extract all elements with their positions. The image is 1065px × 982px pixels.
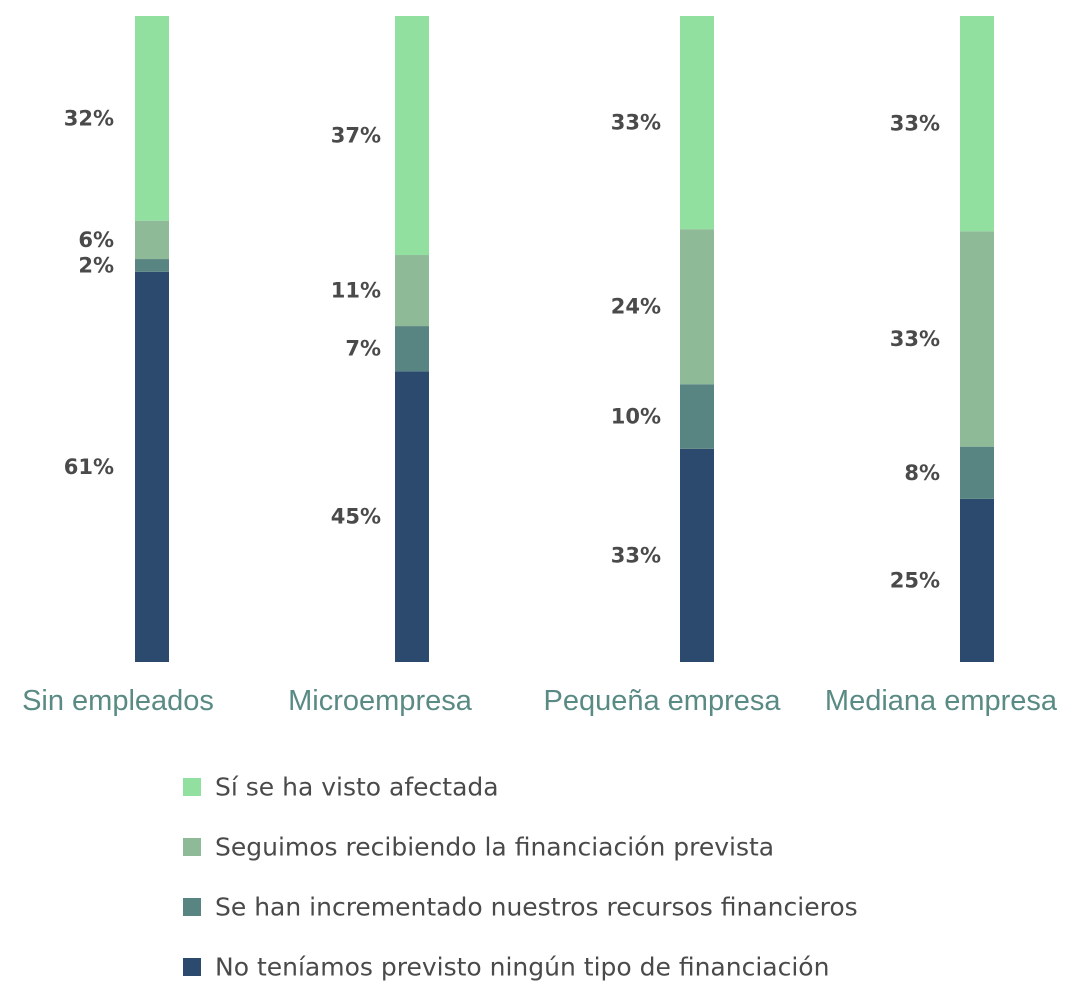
data-labels-layer: 61% 2%6% 32% 45% 7% 11% 37% 33% 10% 24% 33% 25% 8% 33…	[64, 106, 940, 592]
data-label-sin-empleados-sin-financiacion: 61%	[64, 455, 114, 479]
data-label-microempresa-afectada: 37%	[331, 124, 381, 148]
bar-segment-microempresa-financiacion-prevista	[395, 255, 429, 327]
legend-label-financiacion-prevista: Seguimos recibiendo la financiación prev…	[215, 833, 774, 862]
category-label-sin-empleados: Sin empleados	[22, 685, 214, 717]
bar-segment-mediana-empresa-sin-financiacion	[960, 498, 994, 662]
legend: Sí se ha visto afectada Seguimos recibien…	[183, 773, 858, 982]
bar-segment-mediana-empresa-afectada	[960, 16, 994, 232]
data-label-microempresa-financiacion-prevista: 11%	[331, 279, 381, 303]
bars-layer	[135, 16, 994, 662]
bar-segment-pequena-empresa-afectada	[680, 16, 714, 230]
data-label-microempresa-sin-financiacion: 45%	[331, 505, 381, 529]
bar-segment-sin-empleados-financiacion-prevista	[135, 220, 169, 260]
bar-segment-microempresa-afectada	[395, 16, 429, 256]
data-label-mediana-empresa-afectada: 33%	[890, 112, 940, 136]
legend-swatch-afectada	[183, 778, 201, 796]
legend-swatch-incrementado	[183, 898, 201, 916]
data-label-mediana-empresa-financiacion-prevista: 33%	[890, 327, 940, 351]
bar-segment-sin-empleados-incrementado	[135, 259, 169, 272]
bar-segment-pequena-empresa-sin-financiacion	[680, 448, 714, 662]
legend-swatch-sin-financiacion	[183, 958, 201, 976]
data-label-pequena-empresa-sin-financiacion: 33%	[611, 543, 661, 567]
bar-segment-sin-empleados-afectada	[135, 16, 169, 221]
data-label-mediana-empresa-sin-financiacion: 25%	[890, 568, 940, 592]
bar-segment-mediana-empresa-financiacion-prevista	[960, 231, 994, 447]
category-label-microempresa: Microempresa	[288, 685, 473, 717]
data-label-pequena-empresa-financiacion-prevista: 24%	[611, 295, 661, 319]
category-axis-labels: Sin empleados Microempresa Pequeña empresa…	[22, 685, 1058, 717]
legend-swatch-financiacion-prevista	[183, 838, 201, 856]
legend-label-incrementado: Se han incrementado nuestros recursos fi…	[215, 893, 858, 922]
legend-label-afectada: Sí se ha visto afectada	[215, 773, 499, 802]
legend-label-sin-financiacion: No teníamos previsto ningún tipo de fina…	[215, 953, 829, 982]
data-label-microempresa-incrementado: 7%	[345, 337, 381, 361]
data-label-sin-empleados-financiacion-prevista: 6%	[78, 228, 114, 252]
bar-segment-pequena-empresa-financiacion-prevista	[680, 229, 714, 385]
data-label-sin-empleados-incrementado: 2%	[78, 253, 114, 277]
bar-segment-pequena-empresa-incrementado	[680, 384, 714, 449]
data-label-sin-empleados-afectada: 32%	[64, 106, 114, 130]
category-label-mediana-empresa: Mediana empresa	[825, 685, 1058, 717]
bar-segment-microempresa-sin-financiacion	[395, 371, 429, 662]
data-label-pequena-empresa-afectada: 33%	[611, 111, 661, 135]
bar-segment-sin-empleados-sin-financiacion	[135, 271, 169, 662]
bar-segment-mediana-empresa-incrementado	[960, 446, 994, 499]
bar-segment-microempresa-incrementado	[395, 326, 429, 372]
data-label-mediana-empresa-incrementado: 8%	[904, 461, 940, 485]
data-label-pequena-empresa-incrementado: 10%	[611, 405, 661, 429]
category-label-pequena-empresa: Pequeña empresa	[544, 685, 782, 717]
